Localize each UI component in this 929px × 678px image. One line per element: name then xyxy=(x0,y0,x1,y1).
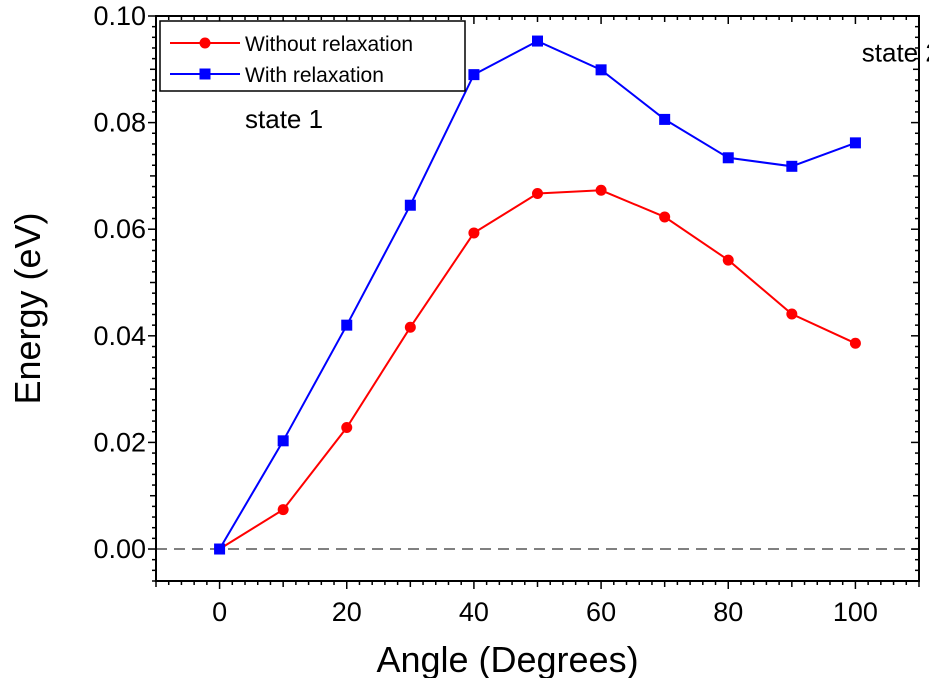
data-point-with-relaxation xyxy=(341,319,353,331)
y-axis-title: Energy (eV) xyxy=(7,212,48,404)
annotation-layer: state 1 state 2 xyxy=(245,37,929,134)
axes-layer: 0 20 40 60 80 100 0.00 0.02 0.04 0.06 0.08 0.10 Angl… xyxy=(7,1,920,678)
data-point-with-relaxation xyxy=(849,137,861,149)
data-point-without-relaxation xyxy=(786,308,798,320)
data-point-with-relaxation xyxy=(532,35,543,47)
x-axis-title: Angle (Degrees) xyxy=(376,639,638,678)
data-point-without-relaxation xyxy=(532,187,543,199)
legend-marker-without-relaxation xyxy=(199,37,211,49)
data-point-with-relaxation xyxy=(404,199,416,211)
x-tick-label: 20 xyxy=(332,597,362,627)
legend-label-without-relaxation: Without relaxation xyxy=(245,33,413,56)
series-line-without-relaxation xyxy=(219,189,856,550)
data-point-without-relaxation xyxy=(468,227,480,239)
legend-label-with-relaxation: With relaxation xyxy=(245,64,384,87)
data-point-with-relaxation xyxy=(595,64,607,76)
data-point-with-relaxation xyxy=(468,69,480,81)
y-tick-label: 0.06 xyxy=(93,214,146,244)
data-point-without-relaxation xyxy=(341,421,353,433)
y-tick-label: 0.02 xyxy=(93,427,146,457)
data-point-without-relaxation xyxy=(722,254,734,266)
legend: Without relaxation With relaxation xyxy=(159,20,466,92)
legend-marker-with-relaxation xyxy=(199,68,211,80)
data-point-with-relaxation xyxy=(786,160,798,172)
y-tick-label: 0.04 xyxy=(93,321,146,351)
x-tick-label: 100 xyxy=(833,597,878,627)
annotation-label: state 1 xyxy=(245,104,323,134)
data-point-with-relaxation xyxy=(214,543,226,555)
data-point-without-relaxation xyxy=(849,337,861,349)
x-tick-label: 60 xyxy=(586,597,616,627)
data-point-without-relaxation xyxy=(595,184,607,196)
data-point-with-relaxation xyxy=(659,113,671,125)
y-tick-label: 0.10 xyxy=(93,1,146,31)
data-point-without-relaxation xyxy=(277,504,289,516)
x-tick-label: 0 xyxy=(212,597,227,627)
data-point-without-relaxation xyxy=(659,211,671,223)
x-tick-label: 80 xyxy=(713,597,743,627)
data-point-with-relaxation xyxy=(722,152,734,164)
y-tick-label: 0.08 xyxy=(93,108,146,138)
y-tick-label: 0.00 xyxy=(93,534,146,564)
x-tick-label: 40 xyxy=(459,597,489,627)
plot-frame xyxy=(155,15,920,582)
data-point-without-relaxation xyxy=(404,321,416,333)
data-point-with-relaxation xyxy=(277,435,289,447)
annotation-label: state 2 xyxy=(862,37,929,67)
series-layer xyxy=(214,35,861,555)
legend-box xyxy=(159,20,466,92)
